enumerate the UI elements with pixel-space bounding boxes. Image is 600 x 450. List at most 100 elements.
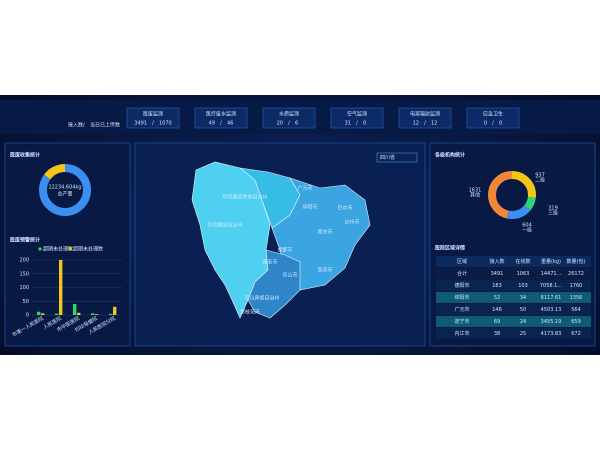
map-label: 巴中市 <box>337 205 352 212</box>
map-label: 甘孜藏族自治州 <box>207 222 242 229</box>
table-row[interactable] <box>436 328 591 339</box>
donut-value: 937 <box>535 173 545 179</box>
tab[interactable] <box>466 107 520 129</box>
tab[interactable] <box>194 107 248 129</box>
tab-label: 电离辐射监测 <box>410 111 440 118</box>
map-label: 乐山市 <box>282 272 297 279</box>
tab-sep: / <box>152 121 154 127</box>
tab[interactable] <box>126 107 180 129</box>
tab-uploaded: 0 <box>499 121 502 127</box>
table-header-cell: 在线数 <box>515 258 530 265</box>
donut-caption: 总产量 <box>57 191 72 198</box>
table-row[interactable] <box>436 268 591 279</box>
map-label: 阿坝藏族羌族自治州 <box>222 194 267 201</box>
table-cell: 146 <box>492 307 502 313</box>
table-cell: 564 <box>571 307 581 313</box>
table-cell: 34 <box>520 295 526 301</box>
map-label: 广元市 <box>297 185 312 192</box>
table-cell: 69 <box>494 319 500 325</box>
panel-title: 医院区域详情 <box>435 245 465 252</box>
bar <box>41 313 45 315</box>
tab-label: 应急卫生 <box>483 111 503 118</box>
table-cell: 4503.13 <box>541 307 562 313</box>
table-header <box>436 256 591 267</box>
table-cell: 7058.1... <box>540 283 563 289</box>
map-label: 南充市 <box>317 229 332 236</box>
table-cell: 25 <box>520 331 526 337</box>
donut-label: 三级 <box>548 210 558 217</box>
tab-label: 空气监测 <box>347 111 367 118</box>
map-label: 凉山彝族自治州 <box>244 295 279 302</box>
table-cell: 合计 <box>457 270 467 277</box>
legend-sep: / <box>83 123 85 129</box>
donut-label: 一级 <box>522 227 532 234</box>
map-label: 雅安市 <box>262 259 277 266</box>
donut-label: 二级 <box>535 177 545 184</box>
table-header-cell: 区域 <box>457 258 467 265</box>
table-cell: 183 <box>492 283 502 289</box>
bar <box>59 260 63 315</box>
y-tick-label: 0 <box>26 313 29 319</box>
map-label: 成都市 <box>277 247 292 254</box>
left-panel <box>4 142 131 347</box>
tab-connected: 3491 <box>134 121 147 127</box>
map <box>191 161 371 319</box>
legend-uploaded: 当日已上传数 <box>90 122 120 129</box>
legend-label: 超期未处理数 <box>43 246 73 253</box>
table-row[interactable] <box>436 292 591 303</box>
donut-label: 其他 <box>470 192 480 199</box>
y-tick-label: 200 <box>19 258 29 264</box>
bar <box>55 313 59 315</box>
table-cell: 50 <box>520 307 526 313</box>
bar <box>77 312 81 315</box>
table-cell: 24 <box>520 319 526 325</box>
table-header-cell: 数量(包) <box>567 258 586 265</box>
table-cell: 659 <box>571 319 581 325</box>
tab[interactable] <box>398 107 452 129</box>
map-label: 宜宾市 <box>317 267 332 274</box>
y-tick-label: 50 <box>23 299 29 305</box>
table-row[interactable] <box>436 316 591 327</box>
table-row[interactable] <box>436 280 591 291</box>
table-cell: 德阳市 <box>454 282 469 289</box>
bar <box>73 304 77 315</box>
bar <box>37 311 41 315</box>
donut-value: 604 <box>522 223 532 229</box>
tab-label: 水质监测 <box>279 111 299 118</box>
tab-uploaded: 1070 <box>159 121 172 127</box>
table-header-cell: 接入数 <box>489 258 504 265</box>
donut-value: 319 <box>548 206 558 212</box>
tab-sep: / <box>356 121 358 127</box>
table-cell: 26172 <box>568 271 584 277</box>
donut-total: 12234.604kg <box>48 185 81 191</box>
tab-label: 医疗废水监测 <box>206 111 236 118</box>
donut-segment <box>488 171 536 219</box>
table-cell: 内江市 <box>454 330 469 337</box>
tab-connected: 20 <box>277 121 283 127</box>
donut-segment <box>488 171 536 219</box>
region-select[interactable] <box>376 152 418 163</box>
bar <box>113 306 117 315</box>
donut-value: 1631 <box>469 188 482 194</box>
table-cell: 广元市 <box>454 306 469 313</box>
region-select-text[interactable]: 四川省 <box>380 154 395 161</box>
region-south <box>247 249 301 319</box>
bar <box>109 313 113 315</box>
tab-sep: / <box>288 121 290 127</box>
table-cell: 3455.19 <box>541 319 562 325</box>
y-tick-label: 100 <box>19 285 29 291</box>
map-label: 绵阳市 <box>302 204 317 211</box>
tab-sep: / <box>424 121 426 127</box>
table-cell: 4173.83 <box>541 331 562 337</box>
tab-label: 医废监测 <box>143 111 163 118</box>
tab[interactable] <box>330 107 384 129</box>
table-cell: 38 <box>494 331 500 337</box>
y-tick-label: 150 <box>19 271 29 277</box>
tab-uploaded: 6 <box>295 121 298 127</box>
tab-uploaded: 0 <box>363 121 366 127</box>
table-cell: 1063 <box>517 271 530 277</box>
tab[interactable] <box>262 107 316 129</box>
table-cell: 672 <box>571 331 581 337</box>
donut-segment <box>39 164 91 216</box>
table-row[interactable] <box>436 304 591 315</box>
